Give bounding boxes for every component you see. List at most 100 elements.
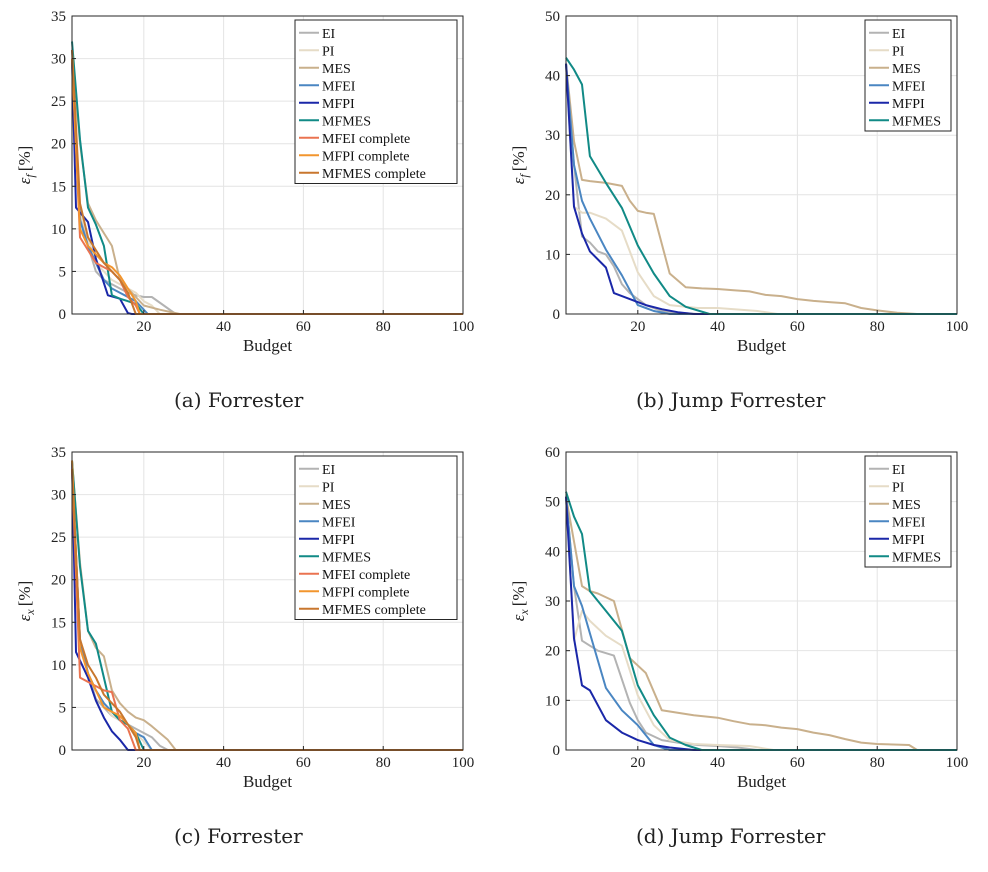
series-line-mfei	[565, 496, 957, 751]
y-tick-label: 50	[545, 9, 560, 25]
legend-label-mfpi-complete: MFPI complete	[322, 585, 410, 600]
series-line-mfmes-complete	[71, 468, 463, 751]
series-line-mfmes-complete	[71, 50, 463, 315]
legend-box	[864, 19, 952, 132]
legend: EI PI MES MFEI MFPI MFMES MFEI complete MFPI co…	[294, 455, 458, 620]
x-tick-label: 100	[452, 755, 475, 771]
y-tick-label: 15	[51, 615, 66, 631]
series-line-mfmes	[565, 491, 957, 751]
y-axis-label-symbol: ε	[15, 614, 34, 621]
x-axis-label: Budget	[243, 772, 292, 791]
series-line-ei	[565, 496, 957, 751]
y-tick-label: 40	[545, 544, 560, 560]
chart-panel-b: 20 40 60 80 100 0 10 20 30 40 50 Budget εf [%] EI PI MES…	[494, 0, 988, 436]
legend-label-mfpi: MFPI	[322, 97, 355, 112]
x-tick-label: 80	[376, 319, 391, 335]
y-axis-label-symbol: ε	[509, 614, 528, 621]
chart-d: 20 40 60 80 1000102030405060Budgetεx[%]EIPIM…	[509, 445, 969, 791]
legend-label-mes: MES	[892, 498, 921, 513]
legend-label-ei: EI	[892, 27, 906, 42]
caption-d: (d) Jump Forrester	[636, 824, 826, 848]
legend-label-mfmes: MFMES	[322, 550, 371, 565]
y-tick-label: 20	[51, 137, 66, 153]
x-axis-label: Budget	[243, 336, 292, 355]
x-tick-label: 40	[216, 319, 231, 335]
legend-label-mfei: MFEI	[892, 515, 926, 530]
x-tick-label: 100	[946, 755, 969, 771]
axes-box	[71, 451, 464, 751]
y-tick-label: 15	[51, 179, 66, 195]
y-axis-label: εf [%]	[509, 146, 531, 185]
series-line-mfei-complete	[71, 468, 463, 751]
series-group	[565, 57, 957, 315]
legend-label-mes: MES	[892, 62, 921, 77]
y-tick-label: 35	[51, 445, 66, 461]
legend-label-mfei-complete: MFEI complete	[322, 568, 410, 583]
y-tick-label: 10	[545, 693, 560, 709]
legend-label-mfmes: MFMES	[322, 114, 371, 129]
legend-label-pi: PI	[892, 44, 905, 59]
legend-label-pi: PI	[322, 480, 335, 495]
chart-panel-c: 20 40 60 80 100 0 5 10 15 20 25 30 35 Budget εx [%] EI PI…	[0, 436, 494, 872]
caption-a: (a) Forrester	[174, 388, 304, 412]
x-tick-label: 20	[136, 755, 151, 771]
y-axis-label-unit: [%]	[15, 146, 34, 171]
y-axis-label-symbol: ε	[509, 177, 528, 184]
y-tick-label: 0	[553, 307, 561, 323]
series-line-mfpi-complete	[71, 58, 463, 315]
x-tick-label: 20	[630, 319, 645, 335]
y-axis-label-symbol: ε	[15, 177, 34, 184]
chart-c: 20 40 60 80 100 0 5 10 15 20 25 30 35 Budget εx [%] EI PI…	[15, 445, 475, 791]
series-line-mes	[565, 496, 957, 751]
y-axis-label-subscript: f	[23, 173, 37, 178]
y-axis-label-unit: [%]	[509, 581, 528, 606]
y-tick-label: 20	[545, 644, 560, 660]
x-tick-label: 80	[376, 755, 391, 771]
legend-box	[864, 455, 952, 568]
caption-b: (b) Jump Forrester	[636, 388, 826, 412]
series-line-mes	[565, 63, 957, 315]
y-tick-label: 0	[59, 307, 67, 323]
legend-label-mfei: MFEI	[322, 515, 356, 530]
y-tick-label: 60	[545, 445, 560, 461]
chart-a: 20 40 60 80 100 0 5 10 15 20 25 30 35 Budget εf [%] EI PI…	[15, 9, 474, 355]
y-tick-label: 5	[59, 264, 67, 280]
y-tick-label: 40	[545, 69, 560, 85]
x-tick-label: 60	[790, 319, 805, 335]
x-tick-label: 60	[296, 319, 311, 335]
series-line-pi	[565, 63, 957, 315]
x-axis-label: Budget	[737, 772, 786, 791]
y-tick-label: 25	[51, 94, 66, 110]
y-axis-label-subscript: x	[517, 609, 531, 616]
y-tick-label: 10	[51, 222, 66, 238]
chart-panel-d: 20 40 60 80 100 0 10 20 30 40 50 60 Budget εx[%] EI PI M…	[494, 436, 988, 872]
legend-label-ei: EI	[322, 463, 336, 478]
y-tick-label: 30	[51, 52, 66, 68]
legend-label-mfpi-complete: MFPI complete	[322, 149, 410, 164]
y-axis-label-unit: [%]	[509, 146, 528, 171]
y-tick-label: 10	[545, 247, 560, 263]
legend-label-mfmes-complete: MFMES complete	[322, 167, 426, 182]
x-tick-label: 40	[216, 755, 231, 771]
legend-label-mes: MES	[322, 498, 351, 513]
y-tick-label: 5	[59, 700, 67, 716]
series-line-mfmes	[565, 57, 957, 315]
legend-label-mfpi: MFPI	[322, 533, 355, 548]
x-tick-label: 40	[710, 755, 725, 771]
legend-label-mes: MES	[322, 62, 351, 77]
x-axis-label: Budget	[737, 336, 786, 355]
x-tick-label: 80	[870, 755, 885, 771]
y-tick-label: 0	[59, 743, 67, 759]
legend: EI PI MES MFEI MFPI MFMES MFEI complete MFPI co…	[294, 19, 458, 184]
legend-label-mfmes: MFMES	[892, 550, 941, 565]
legend-label-mfpi: MFPI	[892, 97, 925, 112]
legend-label-mfei: MFEI	[322, 79, 356, 94]
legend: EI PI MES MFEI MFPI MFMES	[864, 455, 952, 568]
x-tick-label: 40	[710, 319, 725, 335]
y-axis-label: εf [%]	[15, 146, 37, 185]
legend-label-mfei-complete: MFEI complete	[322, 132, 410, 147]
y-axis-label: εx [%]	[509, 581, 531, 622]
legend-label-pi: PI	[322, 44, 335, 59]
x-tick-label: 100	[946, 319, 969, 335]
caption-c: (c) Forrester	[174, 824, 303, 848]
